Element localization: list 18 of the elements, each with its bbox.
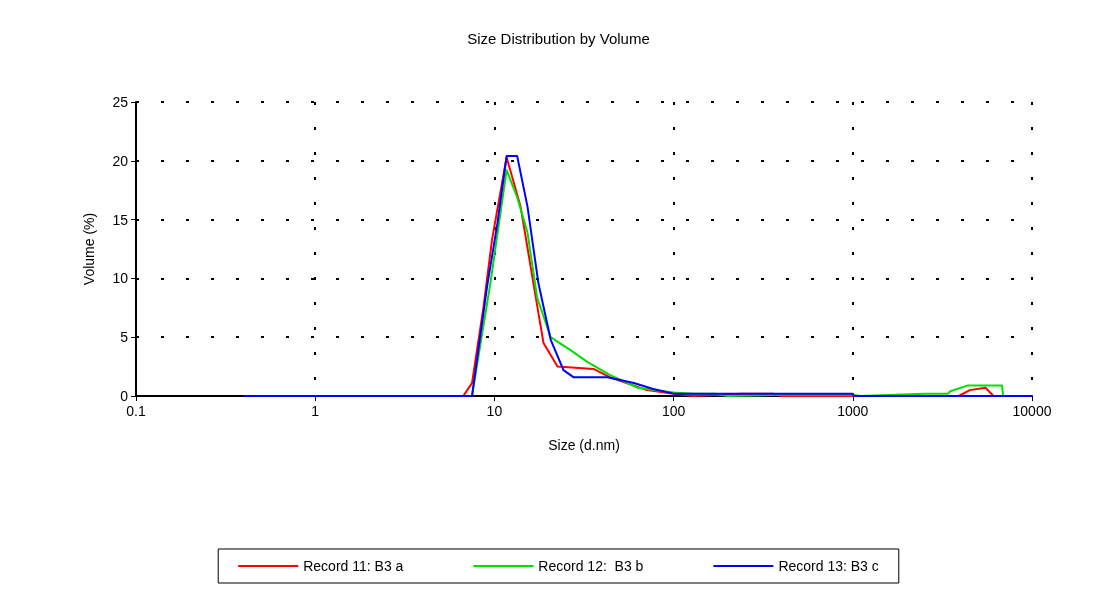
legend-label: Record 13: B3 c <box>778 558 879 574</box>
x-tick-label: 1000 <box>837 403 869 419</box>
y-tick-label: 15 <box>112 211 129 228</box>
x-tick-label: 10000 <box>1012 403 1052 419</box>
x-tick-label: 1 <box>311 403 320 419</box>
y-axis-title: Volume (%) <box>81 212 97 286</box>
legend-label: Record 12: B3 b <box>538 558 644 574</box>
x-tick-label: 10 <box>486 403 503 419</box>
y-tick-label: 25 <box>112 94 129 110</box>
x-tick-label: 0.1 <box>126 403 146 419</box>
chart-title: Size Distribution by Volume <box>467 30 650 47</box>
y-tick-label: 5 <box>120 329 129 346</box>
y-tick-label: 10 <box>112 270 129 287</box>
x-axis-title: Size (d.nm) <box>548 437 620 453</box>
legend-label: Record 11: B3 a <box>303 558 404 574</box>
x-tick-label: 100 <box>661 403 686 419</box>
y-tick-label: 20 <box>112 152 129 169</box>
y-tick-label: 0 <box>120 388 129 404</box>
